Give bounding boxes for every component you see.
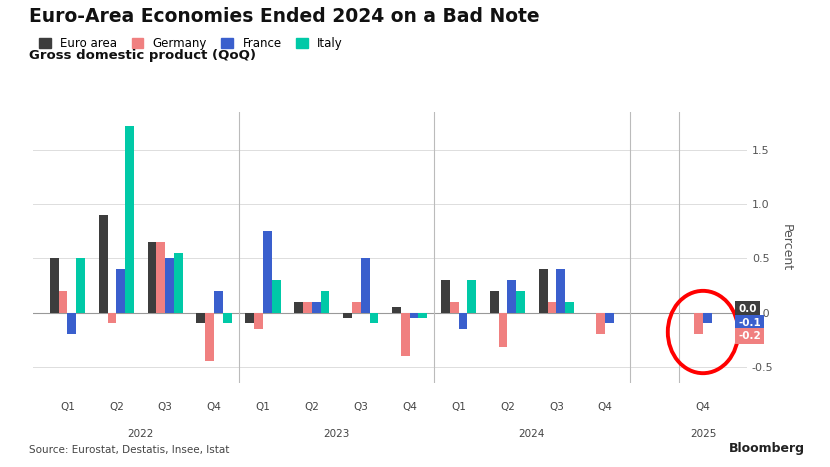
Bar bbox=[263, 231, 271, 312]
Bar bbox=[320, 291, 330, 312]
Bar bbox=[295, 302, 303, 312]
Bar bbox=[148, 242, 156, 312]
Text: Q4: Q4 bbox=[696, 402, 710, 412]
Bar bbox=[467, 280, 476, 312]
Bar bbox=[271, 280, 281, 312]
Bar bbox=[99, 215, 108, 312]
Bar bbox=[539, 269, 548, 312]
Text: Q2: Q2 bbox=[500, 402, 515, 412]
Bar bbox=[108, 312, 116, 323]
Y-axis label: Percent: Percent bbox=[780, 224, 793, 271]
Text: Q1: Q1 bbox=[452, 402, 466, 412]
Bar bbox=[214, 291, 223, 312]
Text: -0.2: -0.2 bbox=[738, 332, 761, 341]
Text: 2024: 2024 bbox=[519, 429, 545, 439]
Bar bbox=[401, 312, 410, 356]
Bar bbox=[59, 291, 67, 312]
Bar bbox=[597, 312, 605, 334]
Text: Q3: Q3 bbox=[354, 402, 369, 412]
Text: 2025: 2025 bbox=[690, 429, 716, 439]
Bar bbox=[507, 280, 516, 312]
Bar bbox=[450, 302, 458, 312]
Text: 2022: 2022 bbox=[128, 429, 154, 439]
Bar bbox=[76, 258, 85, 312]
Text: Source: Eurostat, Destatis, Insee, Istat: Source: Eurostat, Destatis, Insee, Istat bbox=[29, 446, 229, 455]
Bar bbox=[174, 253, 183, 312]
Bar bbox=[694, 312, 703, 334]
Legend: Euro area, Germany, France, Italy: Euro area, Germany, France, Italy bbox=[39, 37, 343, 50]
Text: Q1: Q1 bbox=[60, 402, 75, 412]
Bar bbox=[565, 302, 574, 312]
Bar bbox=[369, 312, 378, 323]
Bar bbox=[418, 312, 427, 318]
Bar bbox=[156, 242, 165, 312]
Text: Q1: Q1 bbox=[256, 402, 271, 412]
Bar bbox=[165, 258, 174, 312]
Text: Q4: Q4 bbox=[403, 402, 417, 412]
Text: 2023: 2023 bbox=[323, 429, 349, 439]
Bar bbox=[343, 312, 352, 318]
Text: Q4: Q4 bbox=[598, 402, 613, 412]
Bar bbox=[50, 258, 59, 312]
Bar bbox=[392, 307, 401, 312]
Text: Gross domestic product (QoQ): Gross domestic product (QoQ) bbox=[29, 49, 256, 62]
Bar bbox=[254, 312, 263, 329]
Bar bbox=[458, 312, 467, 329]
Bar bbox=[67, 312, 76, 334]
Text: -0.1: -0.1 bbox=[738, 318, 761, 328]
Bar bbox=[312, 302, 320, 312]
Bar bbox=[352, 302, 361, 312]
Bar bbox=[246, 312, 254, 323]
Bar bbox=[556, 269, 565, 312]
Bar bbox=[223, 312, 232, 323]
Bar bbox=[516, 291, 525, 312]
Text: Q2: Q2 bbox=[109, 402, 124, 412]
Text: Bloomberg: Bloomberg bbox=[729, 442, 805, 455]
Bar bbox=[499, 312, 507, 347]
Text: Q4: Q4 bbox=[207, 402, 222, 412]
Bar bbox=[548, 302, 556, 312]
Text: 0.0: 0.0 bbox=[738, 304, 757, 314]
Bar bbox=[205, 312, 214, 361]
Bar bbox=[410, 312, 418, 318]
Bar bbox=[116, 269, 125, 312]
Bar bbox=[441, 280, 450, 312]
Text: Q3: Q3 bbox=[549, 402, 564, 412]
Text: Q3: Q3 bbox=[158, 402, 173, 412]
Text: Q2: Q2 bbox=[305, 402, 320, 412]
Bar bbox=[605, 312, 614, 323]
Text: Euro-Area Economies Ended 2024 on a Bad Note: Euro-Area Economies Ended 2024 on a Bad … bbox=[29, 7, 540, 26]
Bar bbox=[361, 258, 369, 312]
Bar bbox=[125, 126, 134, 312]
Bar bbox=[303, 302, 312, 312]
Bar bbox=[703, 312, 712, 323]
Bar bbox=[490, 291, 499, 312]
Bar bbox=[197, 312, 205, 323]
